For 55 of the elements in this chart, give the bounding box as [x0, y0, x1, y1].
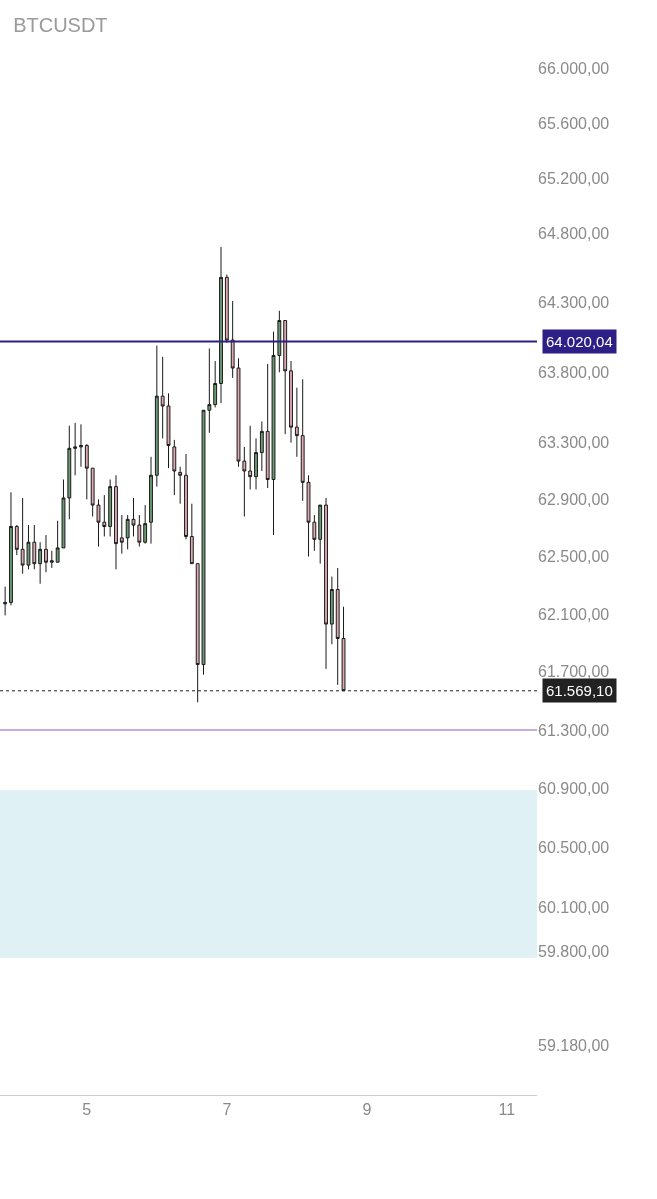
- text: BTCUSDT: [13, 13, 108, 36]
- y-tick-label: 64.800,00: [538, 224, 610, 242]
- y-tick-label: 62.100,00: [538, 605, 610, 623]
- candlestick: [38, 541, 43, 585]
- candlestick: [329, 576, 334, 645]
- y-tick-label: 62.500,00: [538, 548, 610, 566]
- ref-line-label: 61.569,10: [546, 682, 613, 699]
- y-tick-label: 61.300,00: [538, 721, 610, 739]
- candlestick: [3, 586, 8, 616]
- x-tick-label: 11: [498, 1101, 516, 1119]
- candlestick: [213, 360, 218, 408]
- candlestick: [318, 504, 323, 565]
- candlestick: [14, 524, 19, 556]
- candlestick: [9, 491, 13, 606]
- ref-line-label: 64.020,04: [546, 333, 613, 350]
- candlestick: [224, 274, 229, 344]
- candlestick: [184, 453, 188, 540]
- x-tick-label: 5: [82, 1101, 92, 1119]
- candlestick: [49, 550, 54, 569]
- candlestick: [143, 504, 148, 545]
- y-tick-label: 63.800,00: [538, 363, 610, 381]
- candlestick: [149, 456, 153, 545]
- candlestick: [248, 425, 253, 490]
- candlestick: [84, 443, 89, 500]
- candlestick: [154, 345, 159, 488]
- candlestick: [259, 421, 264, 472]
- candlestick: [119, 514, 124, 555]
- candlestick: [283, 320, 288, 435]
- y-tick-label: 60.100,00: [538, 898, 610, 916]
- y-tick-label: 66.000,00: [538, 60, 610, 78]
- x-tick-label: 9: [362, 1101, 372, 1119]
- candlestick: [178, 466, 183, 505]
- y-tick-label: 60.500,00: [538, 839, 610, 857]
- candlestick: [73, 422, 78, 476]
- candlestick: [172, 439, 177, 496]
- y-tick-label: 63.300,00: [538, 434, 610, 452]
- candlestick: [189, 503, 194, 565]
- y-tick-label: 65.200,00: [538, 169, 610, 187]
- y-tick-label: 59.180,00: [538, 1036, 610, 1054]
- x-tick-label: 7: [222, 1101, 232, 1119]
- y-tick-label: 62.900,00: [538, 491, 610, 509]
- y-tick-label: 60.900,00: [538, 780, 610, 798]
- candlestick: [44, 534, 48, 573]
- candlestick: [294, 387, 299, 458]
- candlestick: [219, 246, 223, 404]
- candlestick: [289, 360, 293, 444]
- candlestick: [324, 497, 328, 670]
- y-tick-label: 65.600,00: [538, 114, 610, 132]
- candlestick: [79, 423, 83, 468]
- y-tick-label: 61.700,00: [538, 663, 610, 681]
- candlestick: [108, 479, 113, 537]
- candlestick: [254, 437, 258, 490]
- candlestick: [114, 474, 118, 570]
- y-tick-label: 64.300,00: [538, 294, 610, 312]
- y-tick-label: 59.800,00: [538, 943, 610, 961]
